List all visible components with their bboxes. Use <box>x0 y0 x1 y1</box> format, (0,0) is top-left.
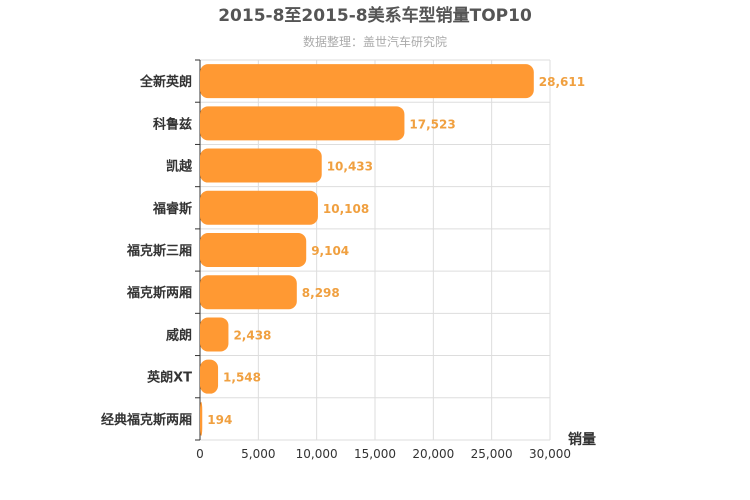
x-tick-label: 30,000 <box>529 447 571 461</box>
x-tick-label: 0 <box>196 447 204 461</box>
bar[interactable] <box>200 106 405 141</box>
x-tick-labels: 0 5,000 10,000 15,000 20,000 25,000 30,000 <box>196 447 571 461</box>
data-label: 1,548 <box>223 371 261 385</box>
data-label: 2,438 <box>233 328 271 342</box>
bar[interactable] <box>200 190 318 225</box>
category-label: 威朗 <box>166 327 192 343</box>
data-labels: 28,611 17,523 10,433 10,108 9,104 8,298 2,438 1… <box>207 75 585 427</box>
x-axis-label: 销量 <box>568 431 596 448</box>
bar[interactable] <box>200 317 229 352</box>
bar[interactable] <box>200 233 307 267</box>
bar[interactable] <box>200 148 322 183</box>
category-label: 凯越 <box>166 159 193 175</box>
chart-subtitle: 数据整理：盖世汽车研究院 <box>303 34 447 49</box>
x-tick-label: 15,000 <box>354 447 396 461</box>
data-label: 9,104 <box>311 244 349 258</box>
data-label: 17,523 <box>409 117 455 131</box>
data-label: 10,108 <box>323 202 369 216</box>
x-tick-label: 10,000 <box>296 447 338 461</box>
x-tick-label: 25,000 <box>471 447 513 461</box>
category-label: 福睿斯 <box>152 201 192 217</box>
bar[interactable] <box>200 359 219 394</box>
data-label: 8,298 <box>302 286 340 300</box>
x-tick-label: 20,000 <box>412 447 454 461</box>
bar[interactable] <box>200 401 203 436</box>
data-label: 10,433 <box>327 160 373 174</box>
chart-title: 2015-8至2015-8美系车型销量TOP10 <box>218 5 532 26</box>
data-label: 194 <box>207 413 232 427</box>
category-label: 科鲁兹 <box>153 116 192 132</box>
x-tick-label: 5,000 <box>241 447 275 461</box>
category-label: 全新英朗 <box>139 74 192 90</box>
bar[interactable] <box>200 64 534 99</box>
category-label: 福克斯三厢 <box>126 243 192 259</box>
bars <box>200 64 534 436</box>
data-label: 28,611 <box>539 75 585 89</box>
category-label: 英朗XT <box>146 370 192 386</box>
bar[interactable] <box>200 275 297 310</box>
category-label: 福克斯两厢 <box>126 285 192 301</box>
category-label: 经典福克斯两厢 <box>101 412 192 428</box>
